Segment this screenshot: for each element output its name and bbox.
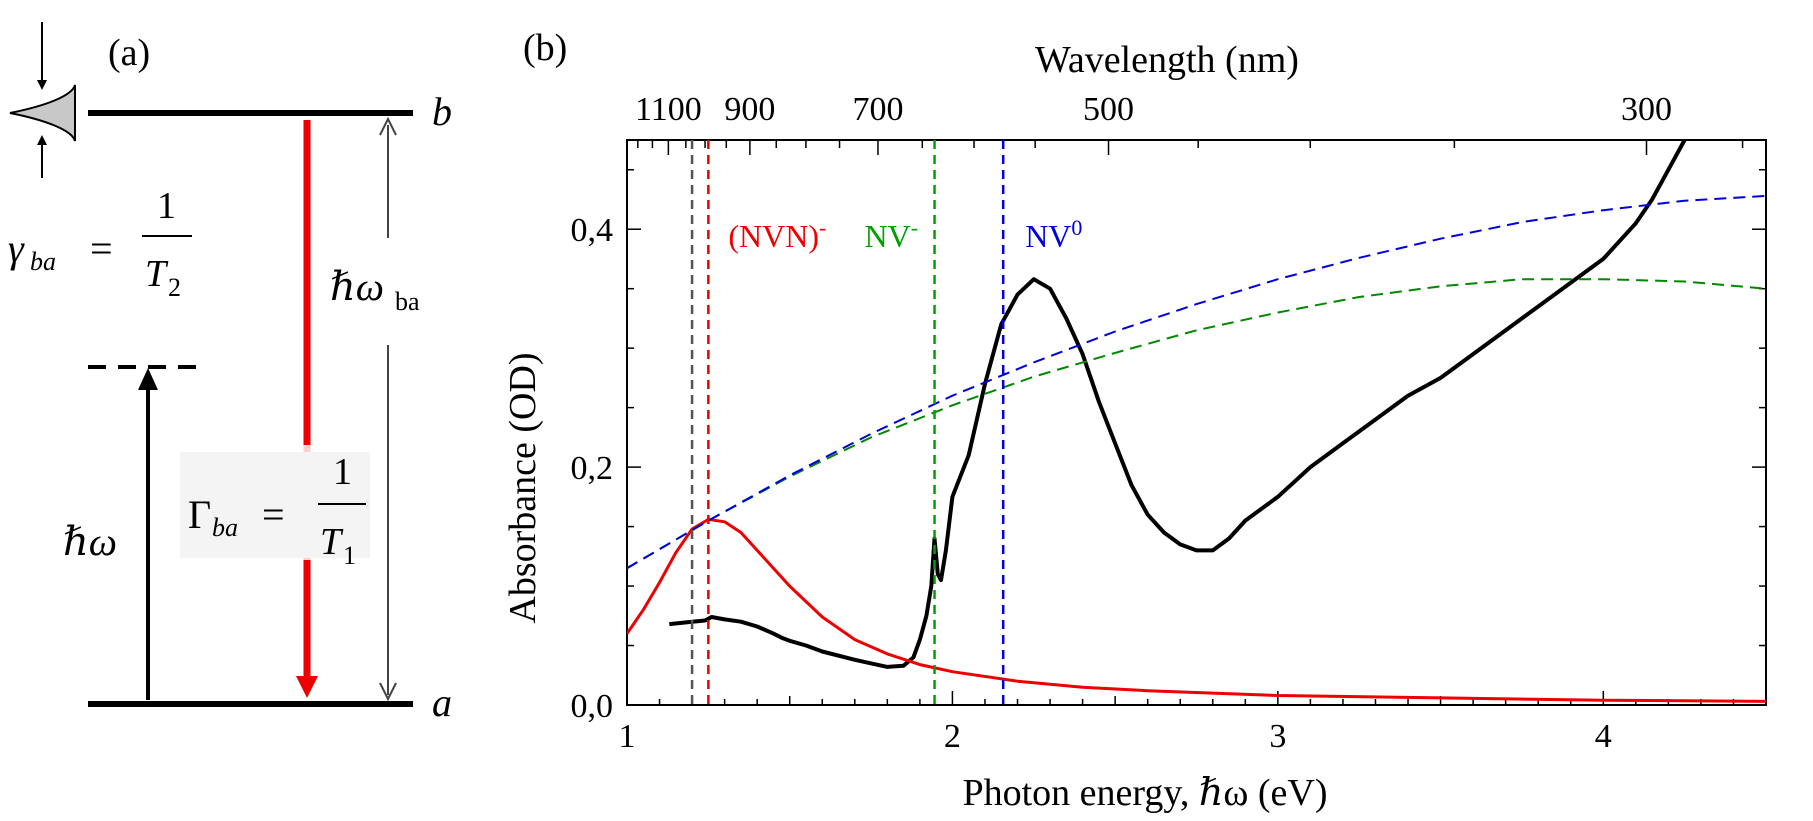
decay-gamma-equals: =: [262, 492, 285, 537]
panel-b-label: (b): [523, 27, 567, 69]
decay-numerator: 1: [333, 451, 352, 493]
x-tick-label: 3: [1269, 718, 1286, 755]
decay-denominator: T: [320, 521, 344, 563]
panel-a-label: (a): [108, 32, 150, 74]
series-group: [627, 140, 1766, 703]
gamma-denominator: T: [145, 253, 169, 295]
pump-label: ℏω: [63, 519, 117, 564]
gamma-numerator: 1: [157, 185, 176, 227]
series-measured-absorbance: [669, 140, 1687, 669]
omega-ba-arrow-up-icon: [379, 116, 397, 136]
top-tick-label: 700: [852, 91, 903, 128]
nv0-marker-label: NV0: [1025, 215, 1082, 254]
y-tick-label: 0,2: [571, 450, 614, 487]
top-tick-label: 1100: [635, 91, 702, 128]
upper-level-label: b: [432, 89, 452, 134]
omega-ba-label: ℏω: [330, 264, 384, 309]
panel-a-energy-diagram: (a) b a γ ba = 1 T 2 ℏω: [8, 22, 452, 725]
x-axis-title: Photon energy, ℏω (eV): [962, 772, 1327, 814]
decay-gamma-subscript: ba: [212, 513, 238, 542]
gamma-formula: γ ba = 1 T 2: [8, 185, 192, 302]
plot-frame: [626, 139, 1767, 706]
x-tick-label: 2: [944, 718, 961, 755]
nv-minus-marker-label-superscript: -: [911, 215, 918, 240]
panel-b-absorbance-chart: (b) Wavelength (nm) Photon energy, ℏω (e…: [502, 27, 1767, 814]
linewidth-gaussian: [9, 84, 76, 142]
y-axis-title: Absorbance (OD): [502, 352, 544, 623]
omega-ba-subscript: ba: [395, 287, 420, 316]
y-tick-label: 0,0: [571, 688, 614, 725]
top-axis-title: Wavelength (nm): [1035, 39, 1299, 81]
gamma-equals: =: [90, 226, 113, 271]
x-tick-label: 4: [1595, 718, 1612, 755]
decay-rate-formula: Γ ba = 1 T 1: [188, 451, 366, 570]
y-tick-label: 0,4: [571, 212, 614, 249]
top-tick-label: 900: [724, 91, 775, 128]
series-nvn-fit: [627, 517, 1766, 703]
nv0-marker-label-superscript: 0: [1071, 215, 1082, 240]
top-tick-label: 300: [1621, 91, 1672, 128]
nvn-marker-label: (NVN)-: [728, 215, 826, 254]
omega-ba-arrow-down-icon: [379, 682, 397, 702]
plot-layer: 1 2 3 4 0,0 0,2 0,4 1100 900 700 500 300 (NVN)- NV- NV…: [571, 91, 1767, 755]
nvn-marker-label-superscript: -: [819, 215, 826, 240]
nv-minus-marker-label: NV-: [865, 215, 919, 254]
gamma-subscript: ba: [30, 247, 56, 276]
series-nv0-fit: [627, 194, 1766, 570]
top-tick-label: 500: [1083, 91, 1134, 128]
lower-level-label: a: [432, 680, 452, 725]
gamma-denominator-subscript: 2: [168, 273, 181, 302]
pump-arrow-head-icon: [138, 368, 158, 390]
series-nv-minus-fit: [627, 278, 1766, 570]
x-tick-label: 1: [619, 718, 636, 755]
decay-arrow-head-icon: [296, 676, 318, 698]
decay-gamma-symbol: Γ: [188, 492, 211, 537]
decay-denominator-subscript: 1: [343, 541, 356, 570]
gamma-symbol: γ: [8, 226, 25, 271]
